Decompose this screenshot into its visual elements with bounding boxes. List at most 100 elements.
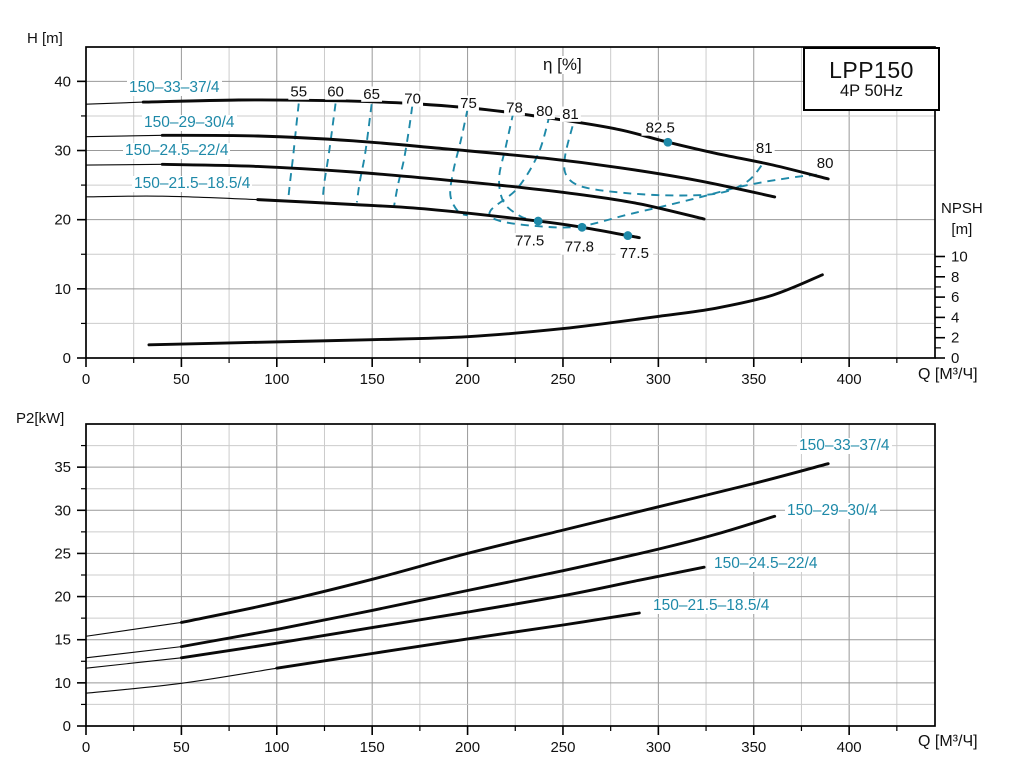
bep-label-82.5: 82.5 xyxy=(646,120,675,137)
efficiency-label-80: 80 xyxy=(817,155,834,172)
head-curve-label-150-29-30-4: 150–29–30/4 xyxy=(142,114,237,132)
npsh-axis-title: NPSH xyxy=(941,200,983,217)
head-curve-NPSH xyxy=(147,273,824,347)
q-axis-label-top: Q [M³/Ч] xyxy=(918,366,978,384)
npsh-tick-label: 2 xyxy=(951,330,959,347)
efficiency-label-55: 55 xyxy=(290,84,307,101)
efficiency-label-70: 70 xyxy=(404,91,421,108)
head-curve-150–33–37/4-lead xyxy=(85,101,144,105)
efficiency-label-81-bg xyxy=(560,106,581,122)
bep-label-77.5-bg xyxy=(615,245,654,261)
efficiency-label-60-bg xyxy=(325,84,346,100)
head-curve-label-150-21-5-18-5-4: 150–21.5–18.5/4 xyxy=(132,175,253,193)
bep-dot xyxy=(577,222,587,232)
x-tick-label: 50 xyxy=(173,739,190,756)
efficiency-contour-75 xyxy=(449,108,469,217)
pump-model-spec: 4P 50Hz xyxy=(840,81,903,100)
x-tick-label: 400 xyxy=(837,739,862,756)
efficiency-label-75-bg xyxy=(458,95,479,111)
y-tick-label: 30 xyxy=(54,143,71,160)
bep-label-77.5-bg xyxy=(510,233,549,249)
efficiency-label-65: 65 xyxy=(363,86,380,103)
efficiency-label-80-bg xyxy=(534,103,555,120)
x-tick-label: 0 xyxy=(82,371,90,388)
power-curve-150–33–37/4-lead xyxy=(85,621,182,637)
y-tick-label: 40 xyxy=(54,73,71,90)
y-tick-label: 0 xyxy=(63,718,71,735)
head-curve-150–24.5–22/4-lead xyxy=(85,163,163,166)
x-tick-label: 200 xyxy=(455,739,480,756)
efficiency-label-55-bg xyxy=(288,84,310,100)
efficiency-label-81: 81 xyxy=(562,106,579,123)
npsh-tick-label: 4 xyxy=(951,309,959,326)
x-tick-label: 300 xyxy=(646,371,671,388)
efficiency-contour-81 xyxy=(563,126,765,197)
y-tick-label: 0 xyxy=(63,350,71,367)
power-curve-150–33–37/4 xyxy=(179,462,830,624)
x-tick-label: 150 xyxy=(360,371,385,388)
efficiency-label-75: 75 xyxy=(460,95,477,112)
efficiency-label-80-bg xyxy=(814,155,836,171)
efficiency-label-65-bg xyxy=(361,86,383,102)
bep-label-82.5-bg xyxy=(641,120,680,136)
x-tick-label: 0 xyxy=(82,739,90,756)
h-axis-label: H [m] xyxy=(27,30,63,47)
p2-axis-label: P2[kW] xyxy=(16,410,65,427)
power-curve-150–24.5–22/4 xyxy=(179,565,706,660)
y-tick-label: 10 xyxy=(54,675,71,692)
power-curve-150–29–30/4 xyxy=(179,514,777,649)
x-tick-label: 250 xyxy=(550,739,575,756)
head-curve-150–21.5–18.5/4-lead xyxy=(85,195,258,201)
efficiency-label-78-bg xyxy=(504,100,525,116)
efficiency-label-81-bg xyxy=(753,140,775,156)
x-tick-label: 150 xyxy=(360,739,385,756)
y-tick-label: 20 xyxy=(54,212,71,229)
bep-dot xyxy=(623,231,633,240)
y-tick-label: 15 xyxy=(54,632,71,649)
npsh-axis-label: NPSH [m] xyxy=(941,198,983,240)
npsh-tick-label: 6 xyxy=(951,289,959,306)
bep-label-77.5: 77.5 xyxy=(515,232,544,249)
efficiency-contour-70 xyxy=(393,106,414,206)
pump-model-box: LPP150 4P 50Hz xyxy=(803,47,940,111)
head-curve-150–24.5–22/4 xyxy=(160,162,706,221)
npsh-tick-label: 8 xyxy=(951,269,959,286)
bep-dot xyxy=(663,137,673,147)
efficiency-contour-55 xyxy=(287,103,300,200)
x-tick-label: 400 xyxy=(837,371,862,388)
efficiency-label-80: 80 xyxy=(536,103,553,120)
efficiency-contour-65 xyxy=(355,104,373,203)
bep-dot xyxy=(533,216,543,226)
efficiency-contour-60 xyxy=(321,103,337,201)
head-curve-150–29–30/4 xyxy=(160,133,777,199)
bep-label-77.8: 77.8 xyxy=(565,239,594,256)
npsh-tick-label: 0 xyxy=(951,350,959,367)
y-tick-label: 25 xyxy=(54,545,71,562)
x-tick-label: 50 xyxy=(173,371,190,388)
head-curve-label-150-24-5-22-4: 150–24.5–22/4 xyxy=(123,142,231,160)
head-curve-150–29–30/4-lead xyxy=(85,134,163,138)
npsh-tick-label: 10 xyxy=(951,249,968,266)
head-curve-150–21.5–18.5/4 xyxy=(256,198,641,240)
power-curve-label-150-24-5-22-4: 150–24.5–22/4 xyxy=(712,555,820,573)
power-curve-150–21.5–18.5/4-lead xyxy=(85,667,277,694)
power-curve-150–21.5–18.5/4 xyxy=(275,611,641,670)
efficiency-label-81: 81 xyxy=(756,140,773,157)
x-tick-label: 250 xyxy=(550,371,575,388)
efficiency-label-78: 78 xyxy=(506,100,523,117)
y-tick-label: 10 xyxy=(54,281,71,298)
x-tick-label: 350 xyxy=(741,371,766,388)
efficiency-label-60: 60 xyxy=(327,84,344,101)
q-axis-label-bottom: Q [M³/Ч] xyxy=(918,733,978,751)
head-curve-label-150-33-37-4: 150–33–37/4 xyxy=(127,79,222,97)
y-tick-label: 35 xyxy=(54,459,71,476)
power-curve-label-150-21-5-18-5-4: 150–21.5–18.5/4 xyxy=(651,597,772,615)
x-tick-label: 300 xyxy=(646,739,671,756)
npsh-axis-unit: [m] xyxy=(951,221,973,238)
head-plot-frame xyxy=(85,46,936,359)
efficiency-label-70-bg xyxy=(402,91,424,107)
power-curve-label-150-33-37-4: 150–33–37/4 xyxy=(797,437,892,455)
bep-label-77.8-bg xyxy=(560,239,599,255)
eta-axis-label: η [%] xyxy=(543,55,582,74)
